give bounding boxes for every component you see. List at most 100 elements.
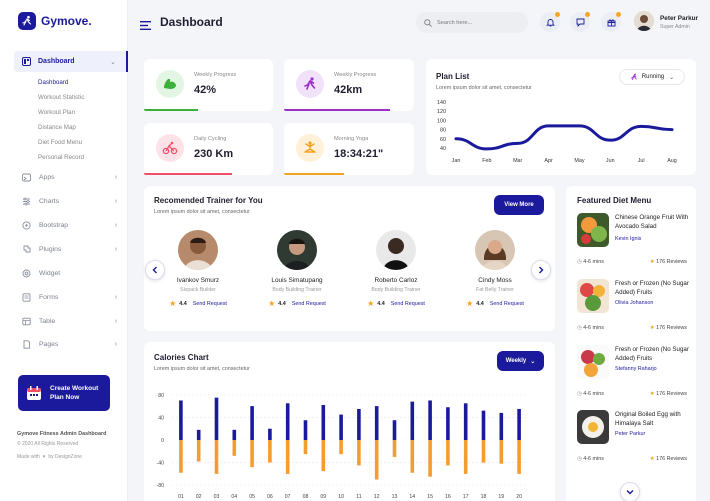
trainer-card[interactable]: Roberto Carloz Body Building Trainer ★ 4… [351,230,441,308]
stat-card-daily-cycling: Daily Cycling 230 Km [144,123,273,175]
user-avatar[interactable] [634,11,654,31]
diet-author[interactable]: Peter Parkur [615,431,646,437]
calorie-bar-negative [374,440,379,480]
calories-bar-chart: 80 40 0 -40 -80 01 02 03 04 05 06 07 08 09 10 11 12 13 14 1… [157,393,528,500]
diet-reviews: 176 Reviews [656,456,687,462]
messages-button[interactable] [570,12,590,32]
footer-made-a: Made with [17,454,40,460]
stat-card-weekly-distance: Weekly Progress 42km [284,59,414,111]
sidebar-item-dashboard[interactable]: Dashboard ⌄ [14,51,128,72]
send-request-link[interactable]: Send Request [291,300,326,307]
heart-icon: ♥ [41,454,47,460]
star-icon: ★ [649,391,655,397]
sidebar-item-apps[interactable]: Apps › [22,173,117,182]
calorie-bar-positive [268,428,272,440]
submenu-distance-map[interactable]: Distance Map [38,124,76,131]
star-icon: ★ [649,259,655,265]
trainer-card[interactable]: Ivankov Smurz Sixpack Builder ★ 4.4 Send… [153,230,243,308]
scroll-down-button[interactable] [620,482,640,501]
notification-button[interactable] [540,12,560,32]
x-tick-label: 03 [214,494,220,500]
hamburger-menu-icon[interactable] [140,17,151,35]
calorie-bar-negative [481,440,486,463]
x-tick-label: Feb [482,158,491,164]
next-trainer-button[interactable] [531,260,551,280]
chevron-right-icon: › [114,318,117,325]
sidebar-item-plugins[interactable]: Plugins › [22,245,117,254]
search-bar [416,12,528,33]
sidebar-item-widget[interactable]: Widget [22,269,117,278]
submenu-personal-record[interactable]: Personal Record [38,154,85,161]
gifts-button[interactable] [601,12,621,32]
calorie-bar-positive [392,420,397,440]
calorie-bar-negative [499,440,504,464]
bell-icon [545,18,555,26]
send-request-link[interactable]: Send Request [489,300,524,307]
widget-icon [22,269,31,278]
star-icon: ★ [649,325,655,331]
clock-icon: ◷ [577,391,582,397]
calorie-bar-negative [428,440,432,477]
calorie-bar-positive [357,408,361,440]
search-icon[interactable] [424,18,432,27]
view-more-button[interactable]: View More [494,195,544,215]
app-logo[interactable]: Gymove. [18,12,92,30]
y-tick-label: 100 [437,118,446,124]
trainer-role: Body Building Trainer [272,287,322,293]
sidebar-item-bootstrap[interactable]: Bootstrap › [22,221,117,230]
calorie-bar-negative [214,440,219,474]
prev-trainer-button[interactable] [145,260,165,280]
diet-author[interactable]: Olivia Johanson [615,300,654,306]
promo-label: Create Workout Plan Now [50,384,98,402]
card-subtitle: Lorem ipsum dolor sit amet, consectetur [154,209,250,215]
calorie-bar-negative [410,440,415,473]
calorie-bar-positive [463,403,468,440]
search-input[interactable] [437,19,517,26]
y-tick-label: 0 [161,438,164,444]
trainer-avatar [376,230,416,270]
x-tick-label: 15 [427,494,433,500]
submenu-diet-food-menu[interactable]: Diet Food Menu [38,139,83,146]
sidebar-item-table[interactable]: Table › [22,317,117,326]
diet-name: Chinese Orange Fruit With Avocado Salad [615,214,689,230]
calorie-bar-positive [285,403,290,440]
submenu-workout-plan[interactable]: Workout Plan [38,109,76,116]
submenu-dashboard[interactable]: Dashboard [38,79,69,86]
footer-title: Gymove Fitness Admin Dashboard [17,431,107,437]
pages-icon [23,340,30,349]
trainer-card[interactable]: Cindy Moss Fat Belly Trainer ★ 4.4 Send … [450,230,540,308]
calendar-icon [27,386,41,400]
cycling-icon [162,141,178,155]
dropdown-value: Running [641,74,665,80]
chevron-down-icon: ⌄ [669,74,675,81]
star-icon: ★ [367,299,375,308]
calorie-bar-positive [179,400,183,440]
sidebar-item-forms[interactable]: Forms › [22,293,117,302]
create-workout-plan-button[interactable]: Create Workout Plan Now [18,375,110,411]
sidebar-item-label: Charts [39,198,60,205]
diet-meta: ◷ 4-6 mins ★ 176 Reviews [577,325,687,331]
stat-value: 42km [334,84,363,96]
diet-author[interactable]: Kevin Ignis [615,236,642,242]
submenu-workout-statistic[interactable]: Workout Statistic [38,94,85,101]
trainer-role: Fat Belly Trainer [476,287,514,293]
send-request-link[interactable]: Send Request [390,300,425,307]
table-icon [22,317,31,326]
stat-progress-bar [284,173,344,175]
trainer-footer: ★ 4.4 Send Request [351,299,441,308]
plan-type-dropdown[interactable]: Running ⌄ [619,69,685,85]
muscle-icon [164,79,176,89]
promo-line-2: Plan Now [50,394,80,401]
send-request-link[interactable]: Send Request [192,300,227,307]
chevron-down-icon [626,490,634,495]
apps-icon [22,173,31,182]
period-dropdown[interactable]: Weekly ⌄ [497,351,544,371]
sidebar-item-pages[interactable]: Pages › [22,340,117,349]
diet-author[interactable]: Stefanny Raharjo [615,366,657,372]
trainer-card[interactable]: Louis Simatupang Body Building Trainer ★… [252,230,342,308]
chevron-right-icon: › [114,198,117,205]
stat-progress-bar [144,173,232,175]
sidebar-item-charts[interactable]: Charts › [22,197,117,206]
charts-icon [23,197,30,206]
trainer-avatar [277,230,317,270]
